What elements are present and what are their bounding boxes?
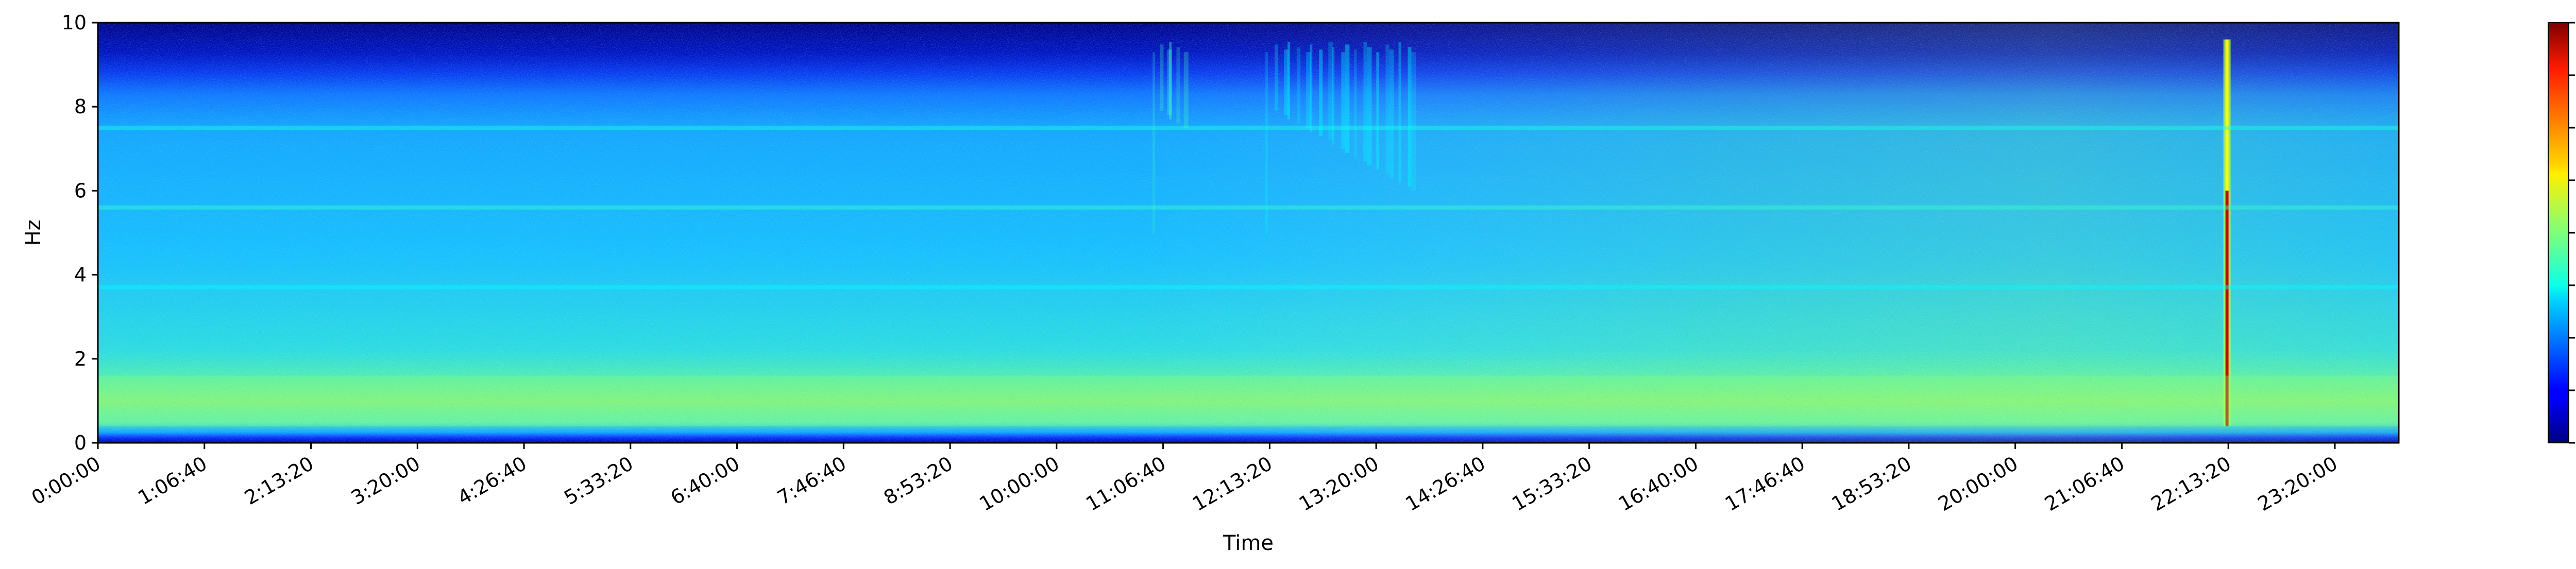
x-tick-label: 22:13:20: [2147, 452, 2235, 515]
x-tick-label: 14:26:40: [1402, 452, 1489, 515]
x-tick-label: 6:40:00: [667, 452, 743, 509]
transient-streak: [1169, 42, 1172, 119]
transient-streak: [1363, 42, 1367, 162]
x-tick-label: 17:46:40: [1721, 452, 1809, 515]
x-tick-label: 2:13:20: [241, 452, 317, 509]
plot-frame: [97, 22, 2400, 444]
transient-streak: [1167, 49, 1172, 115]
broadband-spike-core: [2225, 191, 2229, 426]
transient-streak: [1275, 44, 1279, 111]
x-tick-label: 16:40:00: [1615, 452, 1702, 515]
tonal-line-3: [98, 205, 2399, 210]
transient-streak: [1408, 47, 1412, 187]
tonal-line-2: [98, 126, 2399, 130]
y-tick-label: 2: [74, 348, 87, 370]
transient-streak: [1160, 44, 1164, 111]
transient-streak: [1341, 52, 1345, 149]
x-tick-label: 21:06:40: [2041, 452, 2128, 515]
spectrogram-plot-area: [98, 23, 2399, 443]
transient-streak: [1411, 52, 1416, 191]
broadband-spike-upper: [2225, 39, 2229, 191]
colorbar: +0 dB-10 dB-20 dB-30 dB-40 dB-50 dB-60 d…: [2548, 22, 2575, 444]
y-tick-label: 8: [74, 95, 87, 118]
y-tick-label: 0: [74, 432, 87, 454]
transient-streak: [1265, 52, 1268, 233]
x-tick-label: 20:00:00: [1934, 452, 2022, 515]
x-tick-label: 4:26:40: [454, 452, 531, 509]
colorbar-ticks: +0 dB-10 dB-20 dB-30 dB-40 dB-50 dB-60 d…: [2569, 22, 2575, 444]
transient-streak: [1284, 49, 1289, 115]
x-tick-label: 1:06:40: [134, 452, 211, 509]
x-tick-label: 18:53:20: [1828, 452, 1916, 515]
spectrogram-speckle-light: [98, 23, 2399, 443]
transient-streak: [1385, 44, 1389, 174]
transient-streak: [1176, 47, 1180, 124]
y-tick-label: 6: [74, 179, 87, 202]
x-tick-label: 7:46:40: [773, 452, 850, 509]
x-axis: 0:00:00 1:06:40 2:13:20 3:20:00 4:26:40 5:33:…: [28, 443, 2342, 515]
transient-streak: [1367, 47, 1372, 166]
x-tick-label: 0:00:00: [28, 452, 105, 509]
x-tick-label: 15:33:20: [1508, 452, 1596, 515]
transient-streak: [1389, 49, 1394, 178]
transient-streak: [1153, 52, 1156, 233]
transient-streak: [1398, 42, 1401, 183]
y-axis: 0 2 4 6 8 10: [62, 11, 98, 454]
transient-streak: [1345, 44, 1350, 153]
y-axis-label: Hz: [22, 219, 45, 246]
x-tick-label: 23:20:00: [2254, 452, 2342, 515]
tonal-line-4: [98, 285, 2399, 290]
transient-streak: [1328, 42, 1333, 141]
spectrogram-features: [98, 39, 2399, 426]
x-tick-label: 3:20:00: [347, 452, 424, 509]
low-frequency-band: [98, 375, 2399, 426]
x-tick-label: 13:20:00: [1295, 452, 1383, 515]
transient-streak: [1332, 47, 1335, 145]
x-tick-label: 10:00:00: [976, 452, 1063, 515]
x-tick-label: 11:06:40: [1082, 452, 1170, 515]
transient-streak: [1319, 49, 1323, 136]
y-tick-label: 10: [62, 11, 87, 34]
transient-streak: [1310, 44, 1313, 132]
transient-streak: [1306, 52, 1311, 128]
transient-streak: [1354, 49, 1357, 158]
colorbar-scale: [2548, 22, 2569, 443]
x-tick-label: 8:53:20: [880, 452, 957, 509]
transient-streak: [1297, 47, 1301, 124]
y-tick-label: 4: [74, 264, 87, 286]
transient-streak: [1376, 52, 1379, 170]
transient-streak: [1287, 42, 1291, 119]
x-tick-label: 5:33:20: [560, 452, 637, 509]
transient-streak: [1183, 52, 1189, 128]
x-tick-label: 12:13:20: [1189, 452, 1276, 515]
x-axis-label: Time: [1223, 531, 1274, 555]
